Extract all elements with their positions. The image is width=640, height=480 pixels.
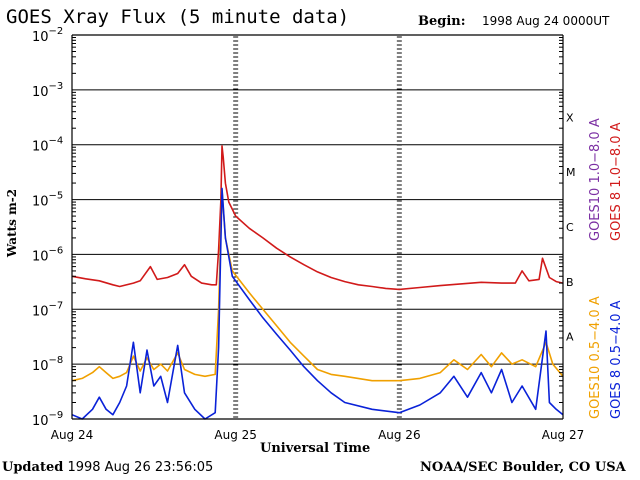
- tick-label-layer: 10−2 10−3 10−4 10−5 10−6 10−7 10−8 10−9 X M C B A Aug…: [32, 26, 584, 442]
- y-tick-label: 10−3: [32, 81, 63, 100]
- series-line: [71, 189, 564, 382]
- series-line: [71, 187, 564, 420]
- begin-label: Begin:: [418, 14, 466, 29]
- y-tick-label: 10−7: [32, 300, 63, 319]
- credit-line: NOAA/SEC Boulder, CO USA: [420, 460, 626, 475]
- updated-stamp: Updated 1998 Aug 26 23:56:05: [2, 460, 213, 475]
- legend-goes10-long-label: GOES10 1.0−8.0 A: [588, 118, 603, 241]
- flare-class-label: C: [566, 221, 574, 234]
- y-tick-label: 10−5: [32, 191, 63, 210]
- series-layer: [71, 145, 564, 420]
- legend-goes8-long-label: GOES 8 1.0−8.0 A: [609, 122, 624, 241]
- y-tick-label: 10−6: [32, 245, 63, 264]
- y-tick-label: 10−4: [32, 136, 63, 155]
- updated-value: 1998 Aug 26 23:56:05: [67, 460, 214, 475]
- grid-layer: [72, 89, 563, 365]
- series-line: [71, 145, 564, 291]
- flare-class-label: M: [566, 166, 576, 179]
- y-tick-label: 10−9: [32, 410, 63, 429]
- flare-class-label: A: [566, 331, 574, 344]
- x-axis-label: Universal Time: [260, 441, 371, 456]
- begin-value: 1998 Aug 24 0000UT: [482, 14, 610, 28]
- legend-goes8-short-label: GOES 8 0.5−4.0 A: [609, 300, 624, 419]
- x-tick-label: Aug 26: [378, 428, 421, 442]
- y-tick-label: 10−8: [32, 355, 63, 374]
- flare-class-label: X: [566, 111, 574, 124]
- updated-label: Updated: [2, 460, 64, 475]
- y-tick-label: 10−2: [32, 26, 63, 45]
- flare-class-label: B: [566, 276, 574, 289]
- x-tick-label: Aug 24: [51, 428, 94, 442]
- chart-title: GOES Xray Flux (5 minute data): [6, 6, 350, 28]
- x-tick-label: Aug 27: [542, 428, 585, 442]
- day-divider-layer: [233, 36, 402, 418]
- axis-layer: [71, 34, 564, 420]
- legend-goes10-short-label: GOES10 0.5−4.0 A: [588, 296, 603, 419]
- x-tick-label: Aug 25: [214, 428, 257, 442]
